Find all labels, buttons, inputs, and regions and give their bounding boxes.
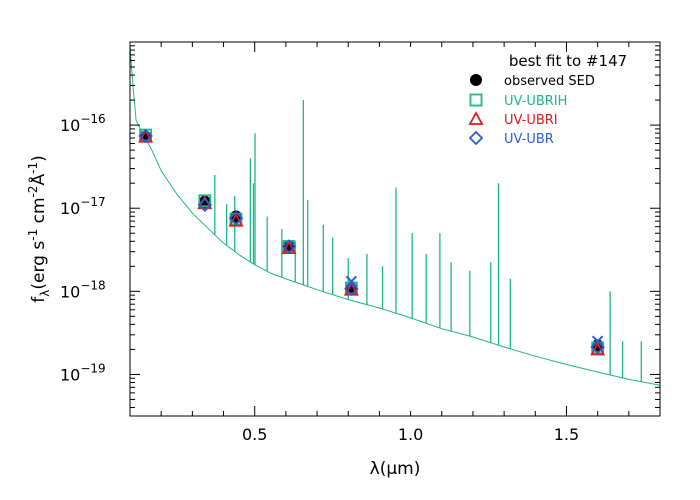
y-tick-label--17: 10−17 [60, 195, 106, 218]
y-tick-exponent: −16 [80, 112, 105, 126]
point-cross-4-1 [591, 335, 604, 347]
model-spectrum [129, 46, 661, 386]
legend-label-1: UV-UBRIH [504, 94, 567, 109]
legend-marker-2 [468, 111, 484, 125]
legend-label-3: UV-UBR [504, 132, 554, 147]
y-label-unit-erg: (erg s [29, 241, 49, 290]
y-label-sup-s: -1 [26, 229, 40, 241]
y-tick-label--18: 10−18 [60, 278, 106, 301]
y-tick-base: 10 [60, 282, 80, 301]
y-tick-base: 10 [60, 116, 80, 135]
y-tick-exponent: −18 [80, 278, 105, 292]
point-diamond-3-0 [138, 128, 153, 144]
plot-frame [129, 41, 661, 417]
legend: observed SED UV-UBRIH UV-UBRI UV-UBR [468, 74, 595, 147]
y-tick-exponent: −17 [80, 195, 105, 209]
point-diamond-3-3 [281, 239, 297, 254]
y-label-unit-cm: cm [29, 197, 49, 228]
point-cross-4-0-b [345, 275, 358, 288]
y-tick-label--16: 10−16 [60, 112, 106, 135]
y-tick-base: 10 [60, 365, 80, 384]
y-label-unit-angstrom: Å [27, 174, 49, 186]
point-square-1-1 [198, 194, 212, 208]
legend-marker-0 [470, 74, 482, 86]
y-label-sup-angstrom: -1 [26, 162, 40, 174]
chart-title: best fit to #147 [509, 52, 627, 70]
spectrum-continuum [129, 46, 661, 386]
y-axis-label: fλ(erg s-1 cm-2Å-1) [26, 155, 52, 302]
y-label-lambda-sub: λ [38, 290, 52, 297]
y-label-f: f [29, 296, 49, 303]
y-label-close: ) [29, 155, 49, 162]
legend-marker-1 [469, 93, 483, 107]
point-cross-4-1-b [591, 335, 604, 347]
point-diamond-3-1 [197, 197, 213, 213]
point-cross-4-0 [345, 275, 358, 288]
x-tick-label-0.5: 0.5 [242, 425, 267, 444]
axis-ticks [129, 41, 661, 416]
data-points [138, 128, 606, 356]
legend-label-0: observed SED [504, 74, 595, 89]
x-axis-label: λ(μm) [370, 459, 421, 479]
point-diamond-3-4 [344, 281, 359, 297]
y-label-sup-cm: -2 [26, 186, 40, 198]
y-tick-exponent: −19 [80, 361, 105, 375]
svg-text:fλ(erg s-1 cm-2Å-1): fλ(erg s-1 cm-2Å-1) [26, 155, 52, 302]
x-tick-label-1.0: 1.0 [398, 425, 423, 444]
point-diamond-3-2 [228, 210, 244, 226]
x-tick-label-1.5: 1.5 [554, 425, 579, 444]
y-tick-base: 10 [60, 199, 80, 218]
legend-marker-3 [468, 130, 484, 146]
legend-label-2: UV-UBRI [504, 113, 558, 128]
y-tick-label--19: 10−19 [60, 361, 106, 384]
